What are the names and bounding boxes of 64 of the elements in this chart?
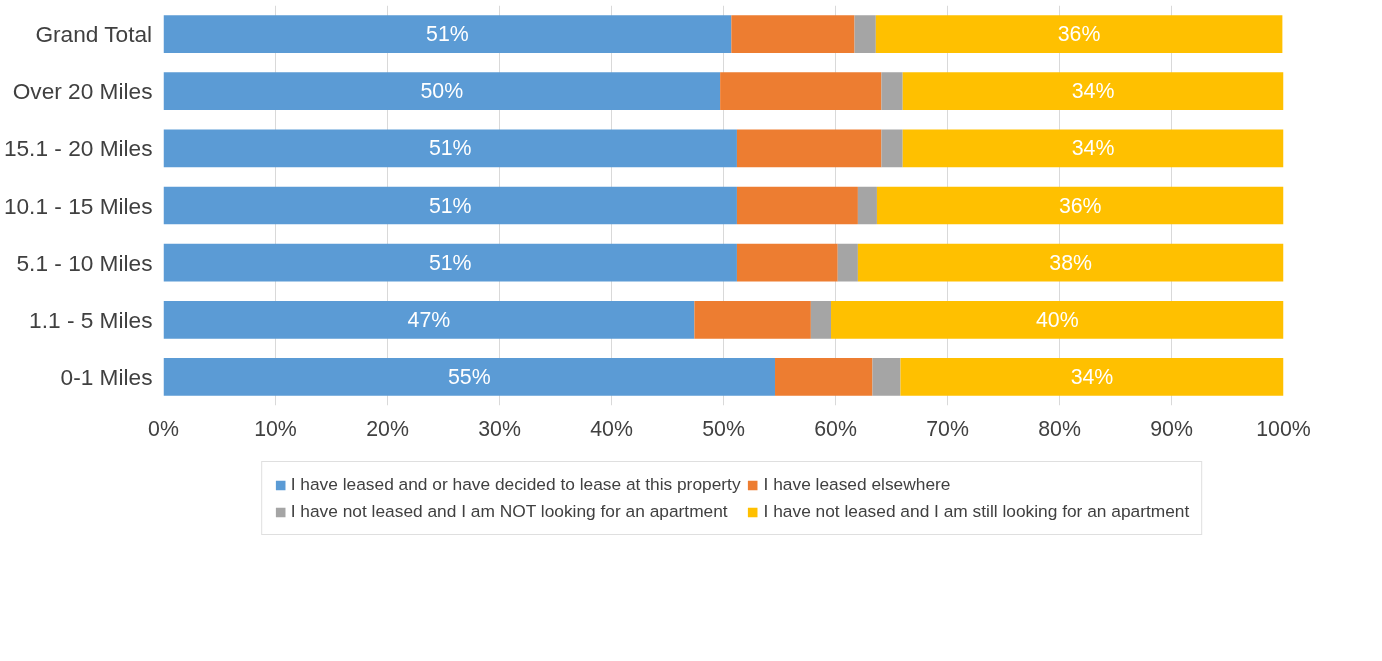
data-label: 51%	[426, 22, 469, 47]
bar	[902, 72, 1284, 111]
data-label: 51%	[428, 136, 472, 161]
bar	[163, 358, 776, 396]
bar	[720, 72, 882, 111]
y-tick-label: 10.1 - 15 Miles	[3, 192, 153, 219]
y-tick-label: Over 20 Miles	[12, 78, 153, 105]
data-label: 34%	[1070, 364, 1114, 389]
x-tick-label: 30%	[478, 416, 521, 441]
x-tick-label: 40%	[590, 416, 633, 441]
bar	[736, 186, 858, 225]
bar	[163, 186, 737, 225]
x-tick-label: 60%	[814, 416, 857, 441]
x-tick-label: 100%	[1256, 416, 1311, 441]
bar	[872, 358, 901, 396]
bar	[876, 186, 1284, 225]
x-tick-label: 70%	[926, 416, 969, 441]
x-tick-label: 50%	[702, 416, 745, 441]
x-tick-label: 20%	[366, 416, 409, 441]
bar	[736, 129, 882, 168]
y-tick-label: 0-1 Miles	[60, 363, 153, 390]
y-tick-label: 5.1 - 10 Miles	[16, 249, 153, 276]
bar	[163, 243, 737, 282]
data-label: 50%	[420, 79, 464, 104]
data-label: 34%	[1071, 79, 1115, 104]
bar	[775, 358, 873, 396]
bar	[163, 300, 695, 339]
data-label: 51%	[428, 250, 472, 275]
data-label: 36%	[1058, 193, 1102, 218]
x-tick-label: 90%	[1150, 416, 1193, 441]
bar	[875, 15, 1283, 53]
bar	[163, 129, 737, 168]
legend-label: I have not leased and I am NOT looking for an apartment	[290, 501, 728, 522]
data-label: 34%	[1071, 136, 1115, 161]
y-tick-label: 15.1 - 20 Miles	[3, 135, 153, 162]
x-tick-label: 0%	[148, 416, 179, 441]
bar	[694, 300, 811, 339]
data-label: 40%	[1035, 307, 1079, 332]
bar	[837, 243, 858, 282]
bar	[831, 300, 1284, 339]
bar	[881, 129, 903, 168]
bar	[731, 15, 855, 53]
bar	[857, 186, 877, 225]
data-label: 47%	[407, 307, 451, 332]
bar	[810, 300, 832, 339]
bar	[163, 72, 721, 111]
bar	[881, 72, 903, 111]
bar	[900, 358, 1284, 396]
legend-label: I have leased and or have decided to lease at this property	[290, 474, 741, 495]
bar	[736, 243, 838, 282]
x-tick-label: 80%	[1038, 416, 1081, 441]
data-label: 36%	[1057, 22, 1101, 47]
bar	[857, 243, 1284, 282]
data-label: 55%	[447, 364, 491, 389]
y-tick-label: Grand Total	[35, 21, 153, 48]
legend-label: I have not leased and I am still looking for an apartment	[763, 501, 1190, 522]
y-tick-label: 1.1 - 5 Miles	[29, 306, 153, 333]
bar	[902, 129, 1284, 168]
data-label: 38%	[1049, 250, 1093, 275]
legend-label: I have leased elsewhere	[763, 474, 951, 495]
x-tick-label: 10%	[254, 416, 297, 441]
bar	[163, 15, 732, 53]
bar	[854, 15, 876, 53]
data-label: 51%	[428, 193, 472, 218]
